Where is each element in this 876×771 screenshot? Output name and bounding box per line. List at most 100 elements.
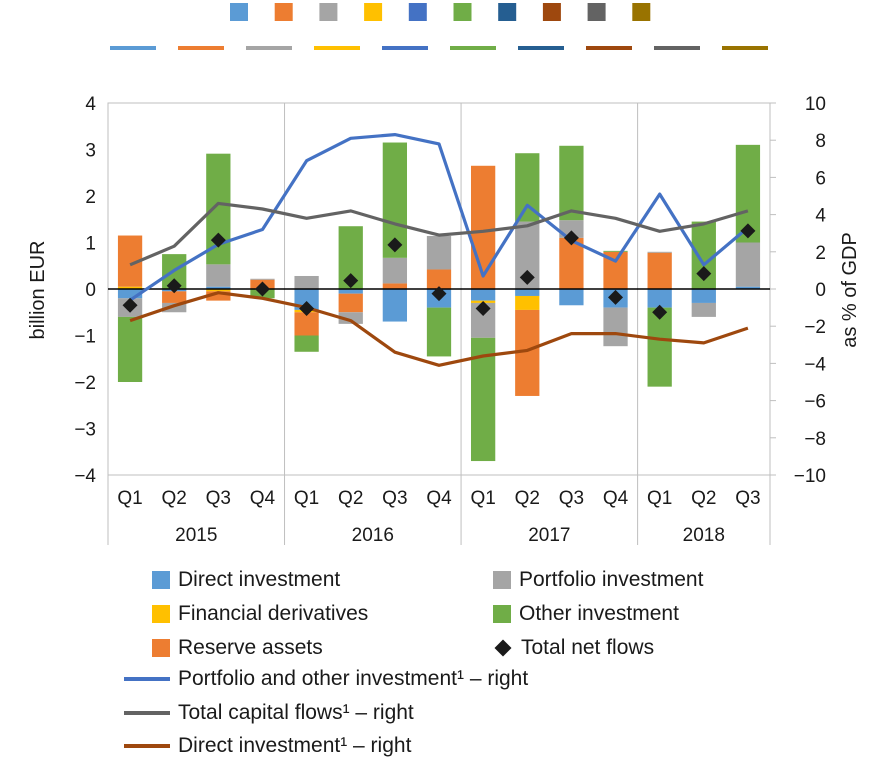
bar-segment	[426, 235, 452, 270]
series-line	[129, 291, 749, 367]
bar-segment	[515, 295, 540, 310]
legend-swatch	[493, 605, 511, 623]
top-legend-line-swatch	[654, 46, 700, 50]
bar-segment	[470, 289, 496, 301]
quarter-label: Q2	[515, 488, 540, 509]
year-label: 2016	[352, 525, 394, 546]
quarter-label: Q2	[162, 488, 187, 509]
legend-swatch	[152, 605, 170, 623]
top-legend-swatch	[498, 3, 517, 21]
bar-segment	[426, 269, 452, 289]
left-tick-label: 0	[85, 280, 96, 301]
series-line	[129, 133, 749, 302]
left-tick-label: −2	[74, 373, 96, 394]
left-tick-label: −1	[74, 327, 96, 348]
bar-segment	[647, 251, 672, 253]
bar-segment	[294, 335, 319, 352]
top-legend-swatch	[408, 3, 427, 21]
right-tick-label: 2	[815, 243, 826, 264]
bar-segment	[647, 252, 672, 289]
right-tick-label: −8	[804, 429, 826, 450]
quarter-label: Q4	[603, 488, 629, 509]
bar-segment	[294, 275, 319, 289]
right-tick-label: 4	[815, 206, 826, 227]
left-axis-title: billion EUR	[27, 241, 49, 340]
left-tick-label: −4	[74, 466, 96, 487]
bar-segment	[206, 291, 231, 301]
net-flow-marker	[122, 297, 138, 313]
quarter-label: Q4	[250, 488, 276, 509]
bar-segment	[559, 220, 584, 238]
bar-segment	[250, 278, 275, 280]
net-flow-marker	[740, 223, 756, 239]
top-legend-swatch	[453, 3, 472, 21]
top-legend-swatch	[274, 3, 293, 21]
bar-segment	[559, 145, 584, 221]
bar-segment	[382, 283, 408, 289]
legend-swatch	[152, 639, 170, 657]
bar-segment	[206, 289, 231, 292]
top-legend-line-swatch	[382, 46, 428, 50]
legend-label: Financial derivatives	[178, 602, 369, 625]
quarter-label: Q2	[691, 488, 716, 509]
bar-segment	[117, 316, 143, 382]
legend: Direct investment Portfolio investment F…	[0, 560, 876, 771]
bar-segment	[603, 307, 628, 347]
net-flow-marker	[608, 289, 624, 305]
diamond-icon	[494, 639, 512, 657]
top-legend-swatch	[230, 3, 248, 21]
bar-segment	[647, 289, 672, 308]
quarter-label: Q3	[382, 488, 407, 509]
legend-item-reserve-assets: Reserve assets	[152, 636, 323, 660]
bar-segment	[294, 312, 319, 336]
left-tick-label: −3	[74, 420, 96, 441]
legend-swatch	[493, 571, 511, 589]
bar-segment	[382, 257, 408, 284]
bar-segment	[603, 250, 628, 252]
top-legend-line-swatch	[518, 46, 564, 50]
legend-label: Direct investment	[178, 568, 341, 591]
legend-label: Portfolio investment	[519, 568, 704, 591]
right-tick-label: −10	[794, 466, 826, 487]
bar-segment	[338, 312, 363, 324]
year-label: 2015	[175, 525, 217, 546]
quarter-label: Q2	[338, 488, 363, 509]
top-legend-line-swatch	[178, 46, 224, 50]
bar-segment	[559, 237, 584, 289]
bar-segment	[691, 289, 716, 303]
quarter-label: Q4	[426, 488, 452, 509]
top-legend-line-swatch	[586, 46, 632, 50]
net-flow-marker	[387, 237, 403, 253]
net-flow-marker	[343, 273, 359, 289]
legend-label: Other investment	[519, 602, 679, 625]
quarter-label: Q3	[735, 488, 760, 509]
right-axis-title: as % of GDP	[839, 232, 861, 348]
right-tick-label: 0	[815, 280, 826, 301]
bar-segment	[470, 165, 496, 289]
top-legend	[110, 3, 768, 50]
net-flow-marker	[299, 301, 315, 317]
bar-segment	[206, 264, 231, 287]
bar-segment	[426, 307, 452, 357]
series-line	[129, 201, 749, 267]
legend-line-swatch	[124, 677, 170, 681]
bar-segment	[338, 289, 363, 294]
net-flow-marker	[563, 230, 579, 246]
bar-segment	[162, 302, 187, 313]
legend-label: Reserve assets	[178, 636, 323, 659]
quarter-label: Q1	[117, 488, 142, 509]
left-tick-label: 1	[85, 234, 96, 255]
net-flow-marker	[431, 286, 447, 302]
top-legend-swatch	[542, 3, 561, 21]
top-legend-line-swatch	[450, 46, 496, 50]
quarter-label: Q3	[206, 488, 231, 509]
left-tick-label: 2	[85, 187, 96, 208]
legend-item-direct-investment: Direct investment	[152, 568, 340, 592]
bar-segment	[559, 289, 584, 306]
top-legend-line-swatch	[110, 46, 156, 50]
bar-segment	[691, 302, 716, 317]
bar-segment	[117, 286, 143, 289]
legend-label: Total capital flows¹ – right	[178, 701, 414, 724]
top-legend-line-swatch	[246, 46, 292, 50]
right-tick-label: −4	[804, 354, 826, 375]
